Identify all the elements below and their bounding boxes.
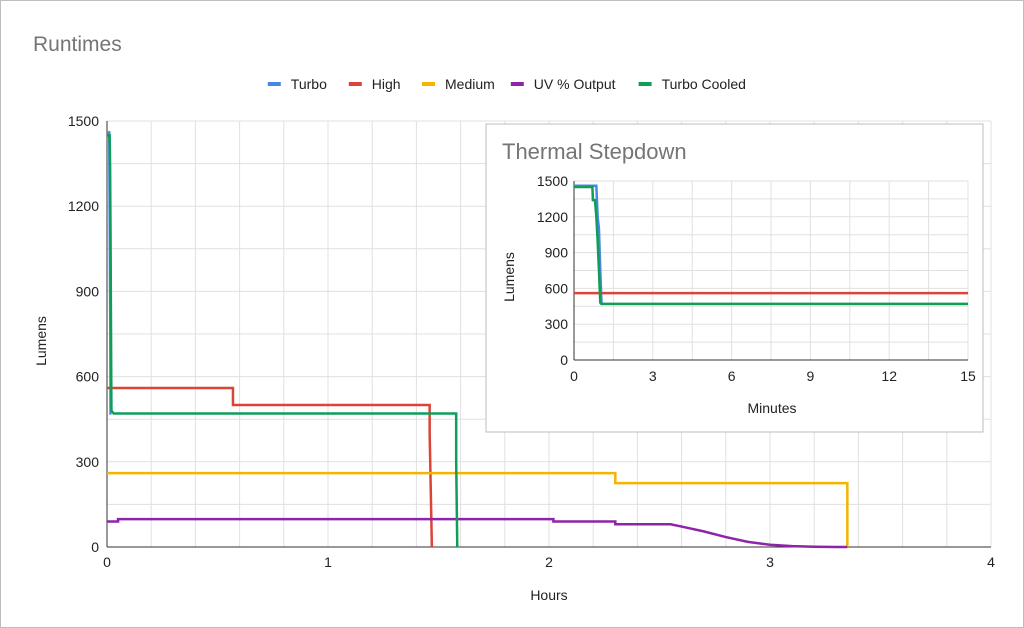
- legend-swatch: [638, 82, 652, 86]
- x-axis-label: Hours: [530, 587, 567, 603]
- inset-x-tick-label: 9: [807, 368, 815, 384]
- inset-series-turbo-cooled: [574, 185, 968, 306]
- main-y-tick-label: 0: [91, 539, 99, 555]
- legend-swatch: [267, 82, 281, 86]
- inset-y-tick-label: 300: [545, 316, 569, 332]
- main-x-tick-label: 1: [324, 554, 332, 570]
- main-series-lines: [107, 131, 849, 549]
- legend-label: High: [372, 76, 401, 92]
- legend-item-medium: Medium: [422, 76, 495, 92]
- main-y-tick-label: 600: [76, 369, 100, 385]
- inset-x-tick-label: 0: [570, 368, 578, 384]
- main-y-tick-label: 1200: [68, 198, 99, 214]
- main-x-tick-label: 0: [103, 554, 111, 570]
- legend-label: Turbo: [291, 76, 327, 92]
- main-x-tick-label: 3: [766, 554, 774, 570]
- legend-label: Turbo Cooled: [662, 76, 746, 92]
- legend-item-turbo: Turbo: [267, 76, 327, 92]
- legend-swatch: [422, 82, 435, 86]
- main-series-turbo-cooled: [107, 133, 459, 548]
- inset-series-turbo: [574, 184, 603, 306]
- legend-item-uv-output: UV % Output: [510, 76, 616, 92]
- main-x-tick-label: 2: [545, 554, 553, 570]
- inset-y-tick-label: 0: [560, 352, 568, 368]
- main-y-tick-label: 900: [76, 283, 100, 299]
- legend-swatch: [348, 82, 362, 86]
- main-series-uv-output: [107, 517, 848, 549]
- inset-x-tick-label: 12: [881, 368, 897, 384]
- main-series-high: [107, 386, 434, 548]
- legend-label: Medium: [445, 76, 495, 92]
- inset-x-axis-label: Minutes: [747, 400, 796, 416]
- legend-item-high: High: [348, 76, 401, 92]
- main-y-tick-label: 300: [76, 454, 100, 470]
- legend-swatch: [510, 82, 524, 86]
- inset-y-tick-label: 900: [545, 245, 569, 261]
- inset-series-lines: [574, 184, 968, 306]
- thermal-stepdown-inset: Thermal Stepdown 0 3 6 9 12 15 0 300 600 900 1200 1…: [485, 123, 984, 433]
- inset-y-axis-label: Lumens: [501, 252, 517, 302]
- inset-y-tick-label: 1500: [537, 173, 568, 189]
- legend-item-turbo-cooled: Turbo Cooled: [638, 76, 746, 92]
- chart-title: Runtimes: [33, 33, 122, 56]
- legend: Turbo High Medium UV % Output Turbo Cooled: [267, 76, 746, 92]
- inset-x-tick-label: 3: [649, 368, 657, 384]
- inset-y-tick-label: 600: [545, 280, 569, 296]
- main-x-tick-label: 4: [987, 554, 995, 570]
- main-y-tick-label: 1500: [68, 113, 99, 129]
- inset-title: Thermal Stepdown: [502, 139, 687, 164]
- inset-x-tick-label: 6: [728, 368, 736, 384]
- inset-x-tick-label: 15: [960, 368, 976, 384]
- inset-frame: [485, 123, 984, 433]
- y-axis-label: Lumens: [33, 316, 49, 366]
- main-series-medium: [107, 471, 849, 547]
- inset-gridlines: [573, 180, 969, 361]
- legend-label: UV % Output: [534, 76, 616, 92]
- inset-tick-labels: 0 3 6 9 12 15 0 300 600 900 1200 1500: [537, 173, 976, 384]
- inset-y-tick-label: 1200: [537, 209, 568, 225]
